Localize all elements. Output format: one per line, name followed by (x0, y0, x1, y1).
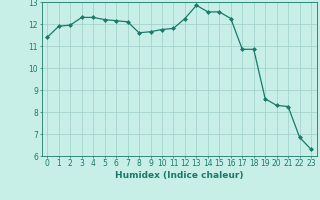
X-axis label: Humidex (Indice chaleur): Humidex (Indice chaleur) (115, 171, 244, 180)
